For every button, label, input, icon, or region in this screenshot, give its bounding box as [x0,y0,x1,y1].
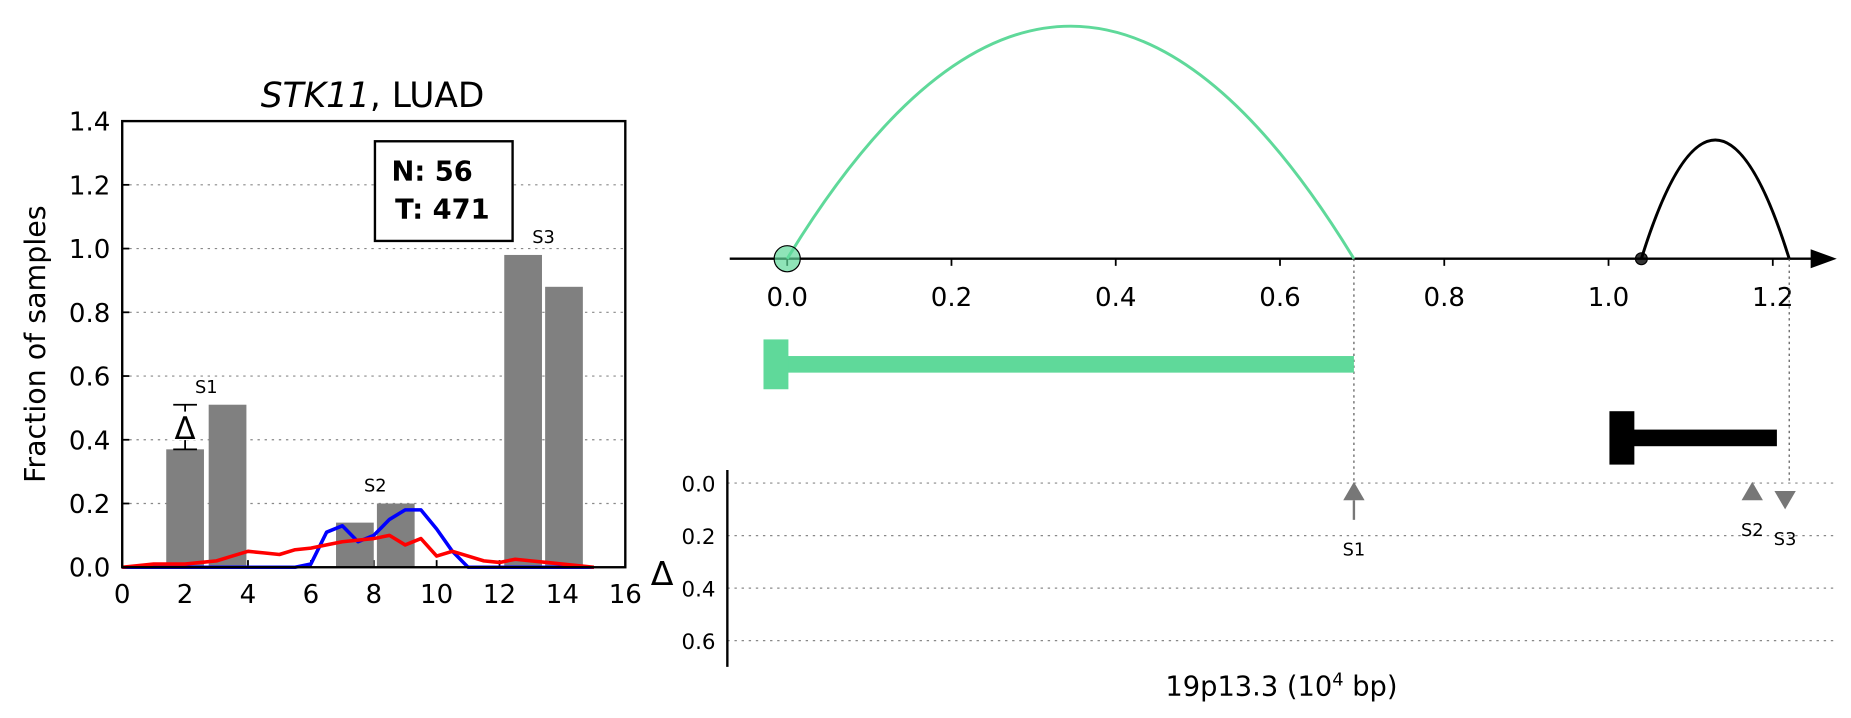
title-rest: , LUAD [370,76,485,116]
x-tick-label: 0.4 [1095,283,1137,313]
feature-cap [763,339,789,390]
y-tick-label: 0.4 [682,577,716,602]
y-tick-label: 0.8 [69,299,111,329]
feature-cap [1609,411,1635,465]
y-tick-label: 0.0 [682,472,716,497]
arc [785,24,1356,260]
x-tick-label: 0.0 [766,283,808,313]
arc [1639,138,1791,260]
marker-label: S1 [1343,539,1366,560]
y-tick-label: 0.2 [69,490,111,520]
y-tick-label: 1.2 [69,171,111,201]
x-tick-label: 10 [420,580,453,610]
xlabel-sup: 4 [1332,669,1343,690]
count-box [373,140,514,243]
axis-arrow [1810,249,1837,269]
x-tick-label: 2 [177,580,194,610]
feature-bar [787,356,1354,373]
x-tick-label: 1.0 [1588,283,1630,313]
xlabel-tail: bp) [1344,671,1398,702]
y-tick-label: 0.2 [682,525,716,550]
x-tick-label: 8 [365,580,382,610]
x-tick-label: 16 [609,580,642,610]
group-label: S3 [532,227,555,248]
y-tick-label: 0.0 [69,554,111,584]
y-tick-label: 1.4 [69,108,111,138]
bar [336,522,374,568]
count-tumor: T: 471 [395,194,489,225]
x-tick-label: 0.2 [931,283,973,313]
y-tick-label: 1.0 [69,235,111,265]
count-normal: N: 56 [392,156,473,187]
delta-bg [172,411,199,441]
x-tick-label: 0.6 [1259,283,1301,313]
delta-marker [1343,481,1365,501]
x-tick-label: 0.8 [1424,283,1466,313]
x-tick-label: 0 [114,580,131,610]
xlabel-main: 19p13.3 (10 [1165,671,1332,702]
marker-label: S2 [1741,520,1764,541]
title-gene: STK11 [261,76,370,116]
x-tick-label: 1.2 [1752,283,1794,313]
plot-frame [121,119,627,569]
x-tick-label: 14 [546,580,579,610]
arc-start [773,245,801,273]
chart-title: STK11, LUAD [261,76,485,116]
delta-axis-label: Δ [651,554,674,593]
y-tick-label: 0.6 [69,363,111,393]
delta-marker [1774,490,1796,510]
y-tick-label: 0.6 [682,630,716,655]
bar [208,404,247,568]
bar [504,254,542,568]
y-axis-label: Fraction of samples [19,205,52,483]
y-tick-label: 0.4 [69,426,111,456]
marker-label: S3 [1774,529,1797,550]
series-line [122,533,595,570]
group-label: S2 [364,476,387,497]
feature-bar [1633,429,1777,447]
arc-start [1634,252,1648,266]
x-axis-label: 19p13.3 (104 bp) [1165,669,1397,702]
x-tick-label: 4 [240,580,257,610]
bar [545,286,583,568]
bar [166,449,204,568]
group-label: S1 [195,377,218,398]
x-tick-label: 6 [303,580,320,610]
delta-marker [1741,481,1763,501]
x-tick-label: 12 [483,580,516,610]
delta-label: Δ [175,411,196,447]
